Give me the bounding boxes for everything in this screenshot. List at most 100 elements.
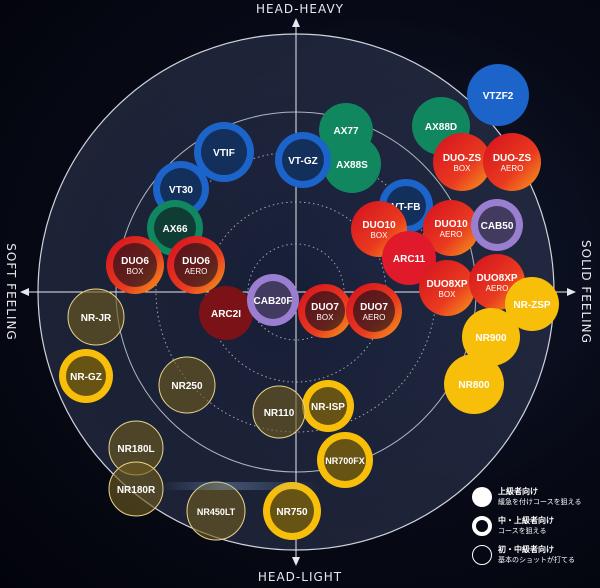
- racket-bubble-arc11: ARC11: [382, 231, 436, 285]
- racket-sublabel: AERO: [363, 313, 386, 322]
- bubble-core: [254, 281, 292, 319]
- racket-label: NR-ISP: [311, 402, 345, 413]
- racket-label: ARC2I: [211, 309, 241, 320]
- racket-bubble-nr-gz: NR-GZ: [59, 349, 113, 403]
- racket-bubble-vtzf2: VTZF2: [467, 64, 529, 126]
- legend-desc: 基本のショットが打てる: [498, 556, 575, 564]
- racket-sublabel: AERO: [185, 267, 208, 276]
- bubble-disc: [467, 64, 529, 126]
- arrow-right-icon: [567, 288, 576, 296]
- racket-label: DUO8XP: [426, 279, 467, 290]
- racket-bubble-nr450lt: NR450LT: [186, 481, 246, 541]
- bubble-core: [270, 489, 314, 533]
- legend-item-beginner-intermediate: 初・中級者向け 基本のショットが打てる: [472, 544, 600, 565]
- racket-label: NR-JR: [81, 313, 112, 324]
- bubble-core: [282, 139, 324, 181]
- racket-label: DUO8XP: [476, 273, 517, 284]
- legend-desc: 緩急を付けコースを狙える: [498, 498, 582, 506]
- bubble-thin: [158, 356, 216, 414]
- racket-label: DUO10: [362, 220, 396, 231]
- arrow-left-icon: [20, 288, 29, 296]
- racket-label: VT30: [169, 185, 193, 196]
- racket-bubble-arc2i: ARC2I: [199, 286, 253, 340]
- bubble-core: [309, 387, 347, 425]
- racket-label: NR750: [276, 507, 308, 518]
- bubble-core: [66, 356, 106, 396]
- bubble-thin: [252, 385, 306, 439]
- bubble-disc: [483, 133, 541, 191]
- racket-label: NR-GZ: [70, 372, 102, 383]
- racket-bubble-nr-isp: NR-ISP: [302, 380, 354, 432]
- racket-label: NR-ZSP: [513, 300, 551, 311]
- racket-label: NR180R: [117, 485, 156, 496]
- axis-label-head-light: HEAD-LIGHT: [257, 570, 343, 584]
- axis-label-solid-feeling: SOLID FEELING: [579, 240, 593, 344]
- racket-label: DUO6: [182, 256, 210, 267]
- racket-label: AX88S: [336, 160, 368, 171]
- bubble-disc: [433, 133, 491, 191]
- axis-label-head-heavy: HEAD-HEAVY: [256, 2, 344, 16]
- racket-label: VTIF: [213, 148, 235, 159]
- legend-title: 中・上級者向け: [498, 516, 554, 525]
- racket-sublabel: BOX: [127, 267, 145, 276]
- racket-sublabel: AERO: [440, 230, 463, 239]
- racket-label: NR180L: [117, 444, 154, 455]
- arrow-up-icon: [292, 18, 300, 27]
- bubble-disc: [423, 200, 479, 256]
- arrow-down-icon: [292, 557, 300, 566]
- bubble-disc: [419, 260, 475, 316]
- racket-bubble-nr800: NR800: [444, 354, 504, 414]
- racket-label: AX88D: [425, 122, 457, 133]
- racket-sublabel: AERO: [486, 284, 509, 293]
- legend-title: 上級者向け: [498, 487, 538, 496]
- racket-bubble-nr180r: NR180R: [108, 461, 164, 517]
- legend: 上級者向け 緩急を付けコースを狙える 中・上級者向け コースを狙える 初・中級者…: [472, 486, 600, 573]
- racket-bubble-nr110: NR110: [252, 385, 306, 439]
- racket-label: DUO-ZS: [443, 153, 482, 164]
- bubble-disc: [199, 286, 253, 340]
- bubble-core: [478, 206, 516, 244]
- racket-label: DUO-ZS: [493, 153, 532, 164]
- racket-label: DUO7: [311, 302, 339, 313]
- racket-sublabel: BOX: [317, 313, 335, 322]
- racket-label: ARC11: [393, 254, 426, 265]
- racket-label: CAB20F: [254, 296, 293, 307]
- racket-label: DUO7: [360, 302, 388, 313]
- scan-streak: [160, 482, 320, 490]
- racket-label: AX77: [333, 126, 358, 137]
- thick-ring-icon: [472, 516, 492, 536]
- legend-desc: コースを狙える: [498, 527, 547, 535]
- racket-bubble-nr-zsp: NR-ZSP: [505, 277, 559, 331]
- racket-label: VTZF2: [483, 91, 514, 102]
- racket-label: NR800: [458, 380, 490, 391]
- bubble-core: [201, 129, 247, 175]
- racket-bubble-cab20f: CAB20F: [247, 274, 299, 326]
- bubble-core: [305, 291, 345, 331]
- racket-bubble-nr-jr: NR-JR: [67, 288, 125, 346]
- racket-sublabel: BOX: [454, 164, 472, 173]
- thin-ring-icon: [472, 545, 492, 565]
- bubble-core: [324, 439, 366, 481]
- racket-bubble-nr250: NR250: [158, 356, 216, 414]
- bubble-disc: [444, 354, 504, 414]
- racket-label: NR450LT: [197, 507, 236, 517]
- bubble-thin: [108, 461, 164, 517]
- bubble-disc: [505, 277, 559, 331]
- racket-label: NR700FX: [325, 456, 365, 466]
- bubble-thin: [186, 481, 246, 541]
- bubble-disc: [323, 135, 381, 193]
- racket-label: DUO6: [121, 256, 149, 267]
- bubble-core: [174, 243, 218, 287]
- bubble-core: [113, 243, 157, 287]
- racket-label: AX66: [162, 224, 187, 235]
- racket-sublabel: AERO: [501, 164, 524, 173]
- racket-label: CAB50: [481, 221, 514, 232]
